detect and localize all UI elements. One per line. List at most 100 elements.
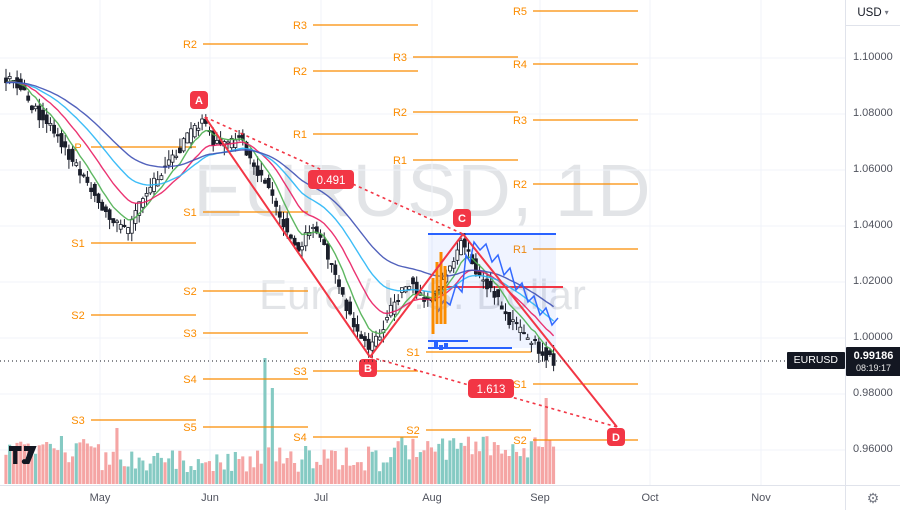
volume-bar xyxy=(185,472,189,484)
pivot-label: S4 xyxy=(293,432,306,444)
volume-bar xyxy=(552,446,556,484)
candle-body xyxy=(185,132,190,144)
volume-bar xyxy=(474,441,478,484)
price-axis-label: 1.00000 xyxy=(853,331,893,343)
time-axis[interactable]: May Jun Jul Aug Sep Oct Nov xyxy=(0,485,845,510)
price-axis[interactable]: USD ▾ 1.10000 1.08000 1.06000 1.04000 1.0200… xyxy=(845,0,900,485)
consolidation-box[interactable] xyxy=(428,234,556,348)
candle-body xyxy=(337,279,341,287)
volume-bar xyxy=(141,460,145,484)
volume-bar xyxy=(126,466,130,484)
candle-body xyxy=(137,201,142,216)
price-axis-label: 0.98000 xyxy=(853,387,893,399)
candle-body xyxy=(48,123,53,126)
volume-bar xyxy=(259,463,263,484)
time-axis-label[interactable]: Sep xyxy=(530,492,550,504)
candle-body xyxy=(292,237,297,246)
candle-body xyxy=(37,105,42,121)
last-price-badge: 0.99186 08:19:17 xyxy=(846,347,900,376)
price-chart-canvas[interactable]: P S1 S2 S3 R2 S1 S2 S3 S4 S5 R3 R2 R1 S3 S4 R3 R2 R1 S1 S2 R… xyxy=(0,0,845,485)
candle-body xyxy=(92,183,97,196)
highlighted-candle xyxy=(443,266,447,324)
pivot-label: R3 xyxy=(293,20,307,32)
volume-bar xyxy=(544,398,548,484)
volume-bar xyxy=(441,438,445,484)
volume-bar xyxy=(400,437,404,484)
candle-body xyxy=(214,139,219,144)
candle-body xyxy=(536,341,541,354)
price-axis-label: 1.08000 xyxy=(853,107,893,119)
candle-body xyxy=(329,262,334,265)
volume-bar xyxy=(59,436,63,484)
candle-body xyxy=(281,218,286,228)
volume-bar xyxy=(285,458,289,484)
volume-bar xyxy=(241,456,245,484)
trend-line-ac[interactable] xyxy=(204,116,464,235)
fib-ratio-pill[interactable] xyxy=(468,379,514,398)
currency-dropdown[interactable]: USD ▾ xyxy=(846,0,900,26)
candle-body xyxy=(29,105,34,111)
volume-bar xyxy=(433,451,437,484)
time-axis-label[interactable]: Oct xyxy=(641,492,659,504)
candle-body xyxy=(174,155,179,158)
time-axis-label[interactable]: Jun xyxy=(201,492,219,504)
pivot-label: S1 xyxy=(71,238,84,250)
gear-icon[interactable]: ⚙ xyxy=(866,489,880,506)
candle-body xyxy=(200,118,205,124)
candle-body xyxy=(385,317,390,321)
candle-body xyxy=(333,264,338,275)
candle-body xyxy=(407,286,412,290)
fib-ratio-pill[interactable] xyxy=(308,170,354,189)
volume-bar xyxy=(22,444,26,484)
volume-bar xyxy=(330,450,334,484)
volume-bar xyxy=(207,461,211,484)
volume-bar xyxy=(156,452,160,484)
tradingview-logo[interactable] xyxy=(9,446,37,466)
volume-bar xyxy=(52,448,56,484)
trend-line-bc[interactable] xyxy=(369,233,464,358)
volume-bar xyxy=(529,441,533,484)
candle-body xyxy=(311,226,316,229)
pivot-label: R2 xyxy=(393,107,407,119)
candle-body xyxy=(322,239,327,246)
time-axis-label[interactable]: Aug xyxy=(422,492,442,504)
volume-bar xyxy=(548,440,552,484)
volume-bar xyxy=(252,467,256,484)
fib-ratio-text: 0.491 xyxy=(317,175,346,187)
last-price-symbol-tag: EURUSD xyxy=(786,352,845,369)
candle-body xyxy=(388,305,393,317)
volume-bar xyxy=(352,465,356,484)
pivot-label: S3 xyxy=(183,328,196,340)
blue-mark xyxy=(444,343,448,348)
candle-body xyxy=(170,154,175,163)
trend-point-badge-a[interactable] xyxy=(190,91,208,109)
trend-point-badge-b[interactable] xyxy=(359,359,377,377)
axis-settings-corner[interactable]: ⚙ xyxy=(845,485,900,510)
volume-bar xyxy=(463,445,467,484)
volume-bar xyxy=(41,444,45,484)
candle-body xyxy=(7,76,12,80)
volume-bar xyxy=(63,452,67,484)
volume-bar xyxy=(333,451,337,484)
chart-pane[interactable]: EURUSD, 1D Euro / U.S. Dollar P S1 S2 S3 R2 S… xyxy=(0,0,845,485)
candle-body xyxy=(177,147,182,154)
trend-point-badge-d[interactable] xyxy=(607,428,625,446)
volume-bar xyxy=(222,469,226,484)
volume-bar xyxy=(34,453,38,484)
chevron-down-icon: ▾ xyxy=(884,8,889,17)
trend-line-ab[interactable] xyxy=(204,116,371,358)
pivot-label: R4 xyxy=(513,59,527,71)
price-axis-label: 1.06000 xyxy=(853,163,893,175)
time-axis-label[interactable]: May xyxy=(89,492,111,504)
trend-point-badge-c[interactable] xyxy=(453,209,471,227)
candle-body xyxy=(492,290,497,298)
volume-bar xyxy=(71,456,75,484)
candle-body xyxy=(129,218,134,234)
time-axis-label[interactable]: Nov xyxy=(751,492,771,504)
volume-bar xyxy=(537,446,541,484)
candle-body xyxy=(181,138,186,152)
time-axis-label[interactable]: Jul xyxy=(313,492,329,504)
trend-line-cd[interactable] xyxy=(462,233,618,428)
volume-bar xyxy=(503,449,507,484)
volume-bar xyxy=(200,463,204,484)
